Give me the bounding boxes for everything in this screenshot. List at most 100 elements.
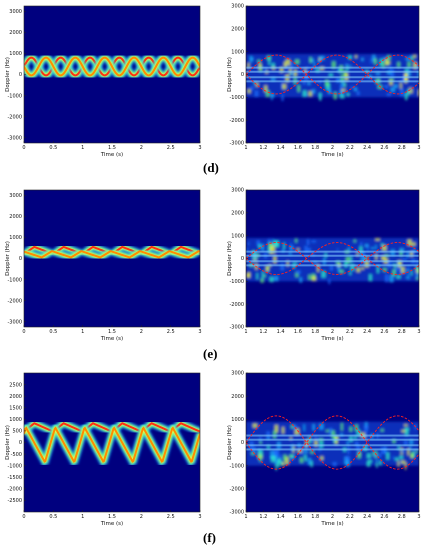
y-tick-label: 1000 <box>9 417 22 423</box>
y-tick-label: -1000 <box>229 95 244 101</box>
x-tick-label: 2 <box>140 329 143 335</box>
y-axis-label: Doppler (Hz) <box>5 57 11 92</box>
spectrogram-body <box>24 53 200 80</box>
x-tick-label: 2.6 <box>380 145 388 151</box>
spectrogram-body <box>246 415 419 471</box>
y-tick-label: 1000 <box>231 233 244 239</box>
x-tick-label: 1 <box>244 145 247 151</box>
zero-band <box>246 444 419 447</box>
y-tick-label: -2000 <box>7 114 22 120</box>
x-tick-label: 1.5 <box>108 329 116 335</box>
y-axis-label: Doppler (Hz) <box>227 425 233 460</box>
x-axis-label: Time (s) <box>100 336 123 342</box>
y-tick-label: -1000 <box>229 279 244 285</box>
x-axis-label: Time (s) <box>100 152 123 158</box>
x-tick-label: 3 <box>417 145 420 151</box>
y-tick-label: 0 <box>241 72 244 78</box>
chart-panel-e-right: 1 1.2 1.4 1.6 1.8 2 2.2 2.4 2.6 2.8 3 -3000 -2000 -10… <box>227 188 421 342</box>
x-tick-label: 1.6 <box>294 514 302 520</box>
x-tick-label: 1.6 <box>294 329 302 335</box>
envelope-curve-2 <box>246 415 419 470</box>
chart-panel-f-right: 1 1.2 1.4 1.6 1.8 2 2.2 2.4 2.6 2.8 3 -3000 -2000 -10… <box>227 371 421 527</box>
x-tick-label: 2 <box>140 145 143 151</box>
zero-band <box>246 264 419 267</box>
x-tick-label: 1.8 <box>311 514 319 520</box>
x-tick-label: 1 <box>81 514 84 520</box>
x-tick-label: 2.5 <box>167 329 175 335</box>
series-2-line <box>24 56 200 77</box>
x-tick-label: 3 <box>417 514 420 520</box>
x-tick-label: 1.2 <box>259 514 267 520</box>
y-tick-label: -1000 <box>7 93 22 99</box>
envelope-curve-1 <box>246 54 419 95</box>
y-axis-label: Doppler (Hz) <box>227 57 233 92</box>
x-tick-label: 1.2 <box>259 329 267 335</box>
zero-band <box>246 80 419 83</box>
x-tick-label: 1.2 <box>259 145 267 151</box>
x-tick-label: 2 <box>140 514 143 520</box>
y-axis-label: Doppler (Hz) <box>227 241 233 276</box>
envelope-curve-1 <box>246 242 419 275</box>
spectrogram-body <box>246 237 419 285</box>
x-tick-label: 2.4 <box>363 329 371 335</box>
x-tick-label: 0.5 <box>49 329 57 335</box>
x-tick-label: 1 <box>244 329 247 335</box>
x-tick-label: 0.5 <box>49 514 57 520</box>
panel-label-f: (f) <box>203 530 216 545</box>
y-tick-label: 3000 <box>231 371 244 377</box>
y-tick-label: -3000 <box>7 319 22 325</box>
spectrogram-body <box>24 241 200 263</box>
x-tick-label: 3 <box>198 145 201 151</box>
chart-panel-f-left: 0 0.5 1 1.5 2 2.5 3 -2500 -2000 -1500 -1000 -500 0 50… <box>5 372 202 527</box>
zero-band <box>246 250 419 253</box>
x-tick-label: 1.8 <box>311 329 319 335</box>
y-tick-label: 3000 <box>231 4 244 10</box>
y-tick-label: -3000 <box>229 141 244 147</box>
y-tick-label: 500 <box>12 429 22 435</box>
x-tick-label: 2.5 <box>167 145 175 151</box>
spectrogram-body <box>24 418 200 468</box>
y-tick-label: 3000 <box>231 188 244 194</box>
y-tick-label: 1500 <box>9 405 22 411</box>
y-axis-label: Doppler (Hz) <box>5 241 11 276</box>
zero-band <box>246 254 419 257</box>
y-tick-label: 1000 <box>9 235 22 241</box>
x-tick-label: 2.5 <box>167 514 175 520</box>
y-tick-label: -3000 <box>229 510 244 516</box>
y-tick-label: 0 <box>241 256 244 262</box>
x-tick-label: 1.5 <box>108 145 116 151</box>
x-tick-label: 1 <box>81 329 84 335</box>
y-tick-label: -3000 <box>229 325 244 331</box>
y-tick-label: 3000 <box>9 193 22 199</box>
x-tick-label: 2.8 <box>398 329 406 335</box>
spectrogram-body <box>246 53 419 102</box>
x-tick-label: 1.4 <box>277 145 285 151</box>
y-tick-label: 2000 <box>9 214 22 220</box>
y-tick-label: 0 <box>19 440 22 446</box>
y-tick-label: -1000 <box>7 463 22 469</box>
x-tick-label: 2.2 <box>346 514 354 520</box>
x-tick-label: 2.2 <box>346 145 354 151</box>
y-tick-label: 1000 <box>231 49 244 55</box>
envelope-curve-2 <box>246 54 419 95</box>
x-tick-label: 1 <box>81 145 84 151</box>
x-tick-label: 3 <box>417 329 420 335</box>
panel-label-e: (e) <box>203 346 217 361</box>
x-tick-label: 2.2 <box>346 329 354 335</box>
x-tick-label: 2.4 <box>363 145 371 151</box>
chart-panel-e-left: 0 0.5 1 1.5 2 2.5 3 -3000 -2000 -1000 0 1000 2000 300… <box>5 189 202 342</box>
y-tick-label: -2000 <box>229 118 244 124</box>
chart-panel-d-right: 1 1.2 1.4 1.6 1.8 2 2.2 2.4 2.6 2.8 3 -3000 -2000 -10… <box>227 4 421 158</box>
zero-band <box>246 434 419 437</box>
x-tick-label: 2.6 <box>380 329 388 335</box>
y-tick-label: -1000 <box>7 277 22 283</box>
x-tick-label: 1.8 <box>311 145 319 151</box>
envelope-curve-2 <box>246 242 419 275</box>
x-tick-label: 3 <box>198 329 201 335</box>
panel-label-d: (d) <box>203 160 219 175</box>
x-tick-label: 0.5 <box>49 145 57 151</box>
zero-band <box>246 66 419 69</box>
zero-band <box>246 438 419 441</box>
y-tick-label: 0 <box>19 72 22 78</box>
y-tick-label: 0 <box>19 256 22 262</box>
